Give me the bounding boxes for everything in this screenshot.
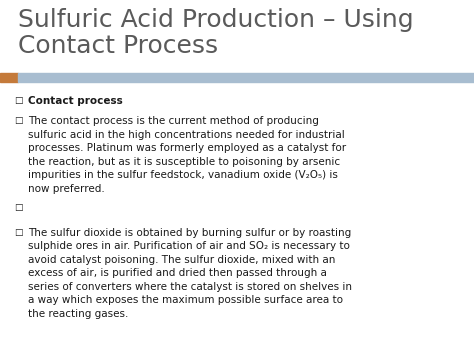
Text: processes. Platinum was formerly employed as a catalyst for: processes. Platinum was formerly employe…	[28, 143, 346, 153]
Text: sulfuric acid in the high concentrations needed for industrial: sulfuric acid in the high concentrations…	[28, 130, 345, 140]
Text: The sulfur dioxide is obtained by burning sulfur or by roasting: The sulfur dioxide is obtained by burnin…	[28, 228, 351, 237]
Text: excess of air, is purified and dried then passed through a: excess of air, is purified and dried the…	[28, 268, 327, 278]
Text: impurities in the sulfur feedstock, vanadium oxide (V₂O₅) is: impurities in the sulfur feedstock, vana…	[28, 170, 338, 180]
Bar	[18, 73, 474, 82]
Text: Contact Process: Contact Process	[18, 34, 218, 58]
Text: □: □	[14, 203, 22, 212]
Text: now preferred.: now preferred.	[28, 184, 105, 194]
Bar	[0, 73, 18, 82]
Text: □: □	[14, 228, 22, 236]
Text: Sulfuric Acid Production – Using: Sulfuric Acid Production – Using	[18, 8, 414, 32]
Text: sulphide ores in air. Purification of air and SO₂ is necessary to: sulphide ores in air. Purification of ai…	[28, 241, 350, 251]
Text: a way which exposes the maximum possible surface area to: a way which exposes the maximum possible…	[28, 295, 343, 305]
Text: series of converters where the catalyst is stored on shelves in: series of converters where the catalyst …	[28, 282, 352, 291]
Text: the reacting gases.: the reacting gases.	[28, 308, 128, 318]
Text: Contact process: Contact process	[28, 96, 123, 106]
Text: The contact process is the current method of producing: The contact process is the current metho…	[28, 116, 319, 126]
Text: □: □	[14, 116, 22, 125]
Text: avoid catalyst poisoning. The sulfur dioxide, mixed with an: avoid catalyst poisoning. The sulfur dio…	[28, 255, 336, 264]
Text: □: □	[14, 96, 22, 105]
Text: the reaction, but as it is susceptible to poisoning by arsenic: the reaction, but as it is susceptible t…	[28, 157, 340, 167]
